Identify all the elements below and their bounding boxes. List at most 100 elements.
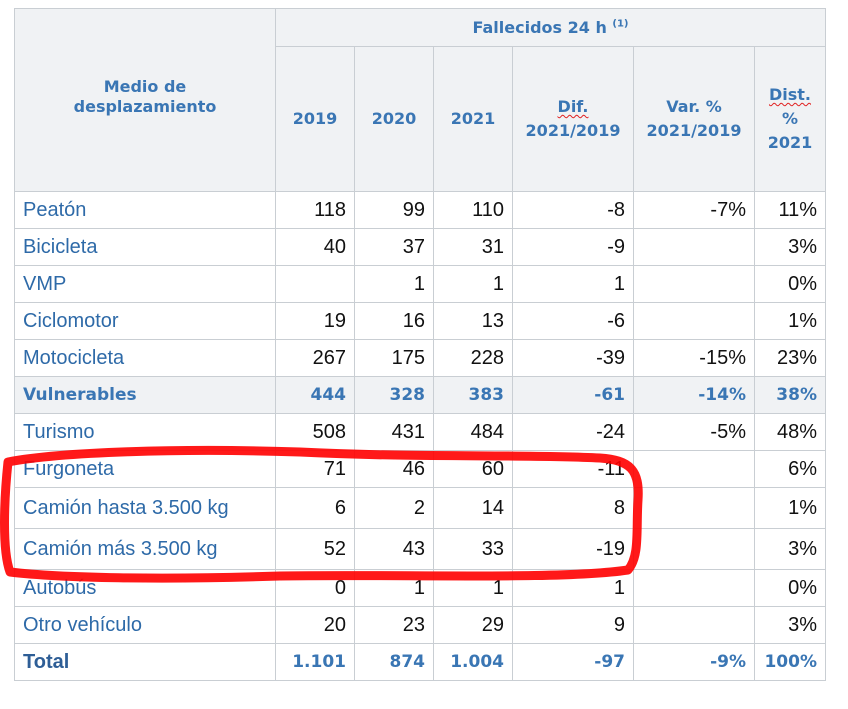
cell-2021: 14 bbox=[433, 487, 513, 529]
cell-2019: 267 bbox=[275, 339, 355, 377]
cell-dist: 48% bbox=[754, 413, 826, 451]
col-header-2020: 2020 bbox=[354, 46, 434, 192]
col-header-2019: 2019 bbox=[275, 46, 355, 192]
cell-2019: 0 bbox=[275, 569, 355, 607]
cell-2021: 33 bbox=[433, 528, 513, 570]
cell-var: -7% bbox=[633, 191, 755, 229]
row-header-line2: desplazamiento bbox=[73, 97, 217, 116]
table-row-motocicleta: Motocicleta 267 175 228 -39 -15% 23% bbox=[14, 339, 826, 377]
cell-2020: 99 bbox=[354, 191, 434, 229]
fatalities-table: Medio de desplazamiento Fallecidos 24 h … bbox=[14, 8, 826, 681]
cell-2021: 60 bbox=[433, 450, 513, 488]
col-dif-line2: 2021/2019 bbox=[525, 121, 621, 140]
row-label: Furgoneta bbox=[14, 450, 276, 488]
cell-2021: 29 bbox=[433, 606, 513, 644]
cell-2020: 1 bbox=[354, 569, 434, 607]
cell-2019: 71 bbox=[275, 450, 355, 488]
cell-2019 bbox=[275, 265, 355, 303]
cell-var bbox=[633, 265, 755, 303]
cell-2020: 2 bbox=[354, 487, 434, 529]
row-label: Vulnerables bbox=[14, 376, 276, 414]
row-label: Total bbox=[14, 643, 276, 681]
cell-dif: -39 bbox=[512, 339, 634, 377]
col-var-line2: 2021/2019 bbox=[646, 121, 742, 140]
table-row-autobus: Autobús 0 1 1 1 0% bbox=[14, 569, 826, 607]
col-dist-line1: Dist. bbox=[768, 85, 811, 104]
cell-dif: -97 bbox=[512, 643, 634, 681]
table-row-peaton: Peatón 118 99 110 -8 -7% 11% bbox=[14, 191, 826, 229]
row-label: Turismo bbox=[14, 413, 276, 451]
cell-2019: 1.101 bbox=[275, 643, 355, 681]
cell-2021: 1 bbox=[433, 265, 513, 303]
cell-dist: 38% bbox=[754, 376, 826, 414]
row-label: VMP bbox=[14, 265, 276, 303]
cell-dif: -8 bbox=[512, 191, 634, 229]
table-row-camion-mas: Camión más 3.500 kg 52 43 33 -19 3% bbox=[14, 528, 826, 570]
col-dist-line3: 2021 bbox=[767, 133, 813, 152]
col-dif-line1: Dif. bbox=[557, 97, 589, 116]
table-row-vmp: VMP 1 1 1 0% bbox=[14, 265, 826, 303]
cell-dist: 1% bbox=[754, 487, 826, 529]
row-label: Camión hasta 3.500 kg bbox=[14, 487, 276, 529]
cell-2020: 431 bbox=[354, 413, 434, 451]
table-row-furgoneta: Furgoneta 71 46 60 -11 6% bbox=[14, 450, 826, 488]
cell-2021: 1.004 bbox=[433, 643, 513, 681]
cell-dif: -11 bbox=[512, 450, 634, 488]
row-label: Camión más 3.500 kg bbox=[14, 528, 276, 570]
cell-var bbox=[633, 228, 755, 266]
row-header-line1: Medio de bbox=[103, 77, 187, 96]
table-row-otro-vehiculo: Otro vehículo 20 23 29 9 3% bbox=[14, 606, 826, 644]
row-label: Autobús bbox=[14, 569, 276, 607]
cell-2019: 118 bbox=[275, 191, 355, 229]
table-container: Medio de desplazamiento Fallecidos 24 h … bbox=[14, 8, 826, 681]
cell-2019: 508 bbox=[275, 413, 355, 451]
cell-2021: 31 bbox=[433, 228, 513, 266]
cell-dif: 9 bbox=[512, 606, 634, 644]
cell-dist: 0% bbox=[754, 265, 826, 303]
col-header-var: Var. % 2021/2019 bbox=[633, 46, 755, 192]
cell-dif: -24 bbox=[512, 413, 634, 451]
cell-2019: 6 bbox=[275, 487, 355, 529]
cell-dist: 6% bbox=[754, 450, 826, 488]
row-label: Motocicleta bbox=[14, 339, 276, 377]
cell-var bbox=[633, 302, 755, 340]
table-row-turismo: Turismo 508 431 484 -24 -5% 48% bbox=[14, 413, 826, 451]
group-note: (1) bbox=[612, 18, 629, 30]
cell-var: -14% bbox=[633, 376, 755, 414]
cell-2021: 484 bbox=[433, 413, 513, 451]
cell-2020: 328 bbox=[354, 376, 434, 414]
cell-2020: 46 bbox=[354, 450, 434, 488]
cell-2020: 23 bbox=[354, 606, 434, 644]
cell-dist: 23% bbox=[754, 339, 826, 377]
table-row-bicicleta: Bicicleta 40 37 31 -9 3% bbox=[14, 228, 826, 266]
cell-dist: 11% bbox=[754, 191, 826, 229]
cell-2021: 228 bbox=[433, 339, 513, 377]
cell-2021: 13 bbox=[433, 302, 513, 340]
group-header: Fallecidos 24 h (1) bbox=[275, 8, 826, 47]
cell-var bbox=[633, 528, 755, 570]
table-row-ciclomotor: Ciclomotor 19 16 13 -6 1% bbox=[14, 302, 826, 340]
row-label: Ciclomotor bbox=[14, 302, 276, 340]
table-row-vulnerables: Vulnerables 444 328 383 -61 -14% 38% bbox=[14, 376, 826, 414]
cell-dist: 1% bbox=[754, 302, 826, 340]
cell-dif: 8 bbox=[512, 487, 634, 529]
row-label: Peatón bbox=[14, 191, 276, 229]
cell-dist: 100% bbox=[754, 643, 826, 681]
cell-var bbox=[633, 450, 755, 488]
cell-dif: 1 bbox=[512, 569, 634, 607]
col-dist-line2: % bbox=[781, 109, 799, 128]
cell-var bbox=[633, 606, 755, 644]
cell-dist: 3% bbox=[754, 228, 826, 266]
cell-dif: 1 bbox=[512, 265, 634, 303]
cell-var: -9% bbox=[633, 643, 755, 681]
cell-2020: 37 bbox=[354, 228, 434, 266]
cell-var bbox=[633, 487, 755, 529]
cell-2020: 874 bbox=[354, 643, 434, 681]
cell-dif: -19 bbox=[512, 528, 634, 570]
cell-2021: 110 bbox=[433, 191, 513, 229]
cell-dist: 3% bbox=[754, 606, 826, 644]
row-label: Otro vehículo bbox=[14, 606, 276, 644]
cell-2019: 40 bbox=[275, 228, 355, 266]
cell-var bbox=[633, 569, 755, 607]
cell-dist: 3% bbox=[754, 528, 826, 570]
